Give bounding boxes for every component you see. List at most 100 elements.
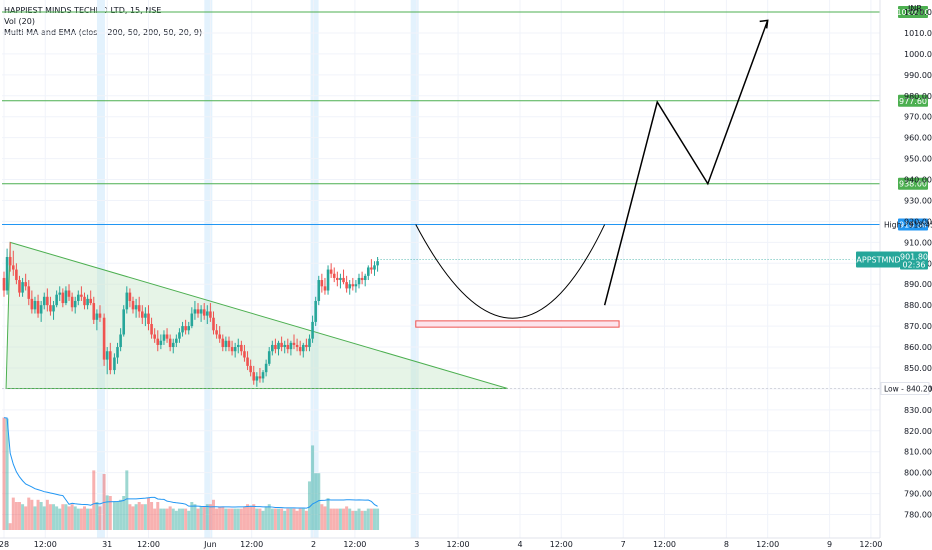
- price-tick-label: 940.00: [904, 176, 932, 185]
- volume-bar: [76, 508, 80, 530]
- candle-body: [61, 292, 65, 304]
- candle-body: [77, 294, 80, 301]
- candle-body: [258, 376, 262, 379]
- volume-bar: [345, 506, 349, 530]
- volume-bar: [181, 508, 185, 530]
- candle-body: [243, 351, 246, 358]
- candle-body: [329, 269, 333, 274]
- candle-body: [119, 334, 122, 348]
- price-tick-label: 920.00: [904, 217, 932, 226]
- volume-bar: [363, 510, 367, 530]
- volume-bar: [233, 508, 237, 530]
- candle-body: [175, 338, 178, 343]
- candle-body: [314, 300, 317, 322]
- candle-body: [2, 277, 6, 291]
- candle-body: [105, 351, 109, 360]
- candle-body: [218, 334, 221, 339]
- candle-body: [230, 347, 234, 352]
- volume-bar: [64, 504, 68, 530]
- price-tick-label: 790.00: [904, 490, 932, 499]
- candle-body: [36, 300, 40, 314]
- candle-body: [24, 282, 27, 287]
- price-tick-label: 860.00: [904, 343, 932, 352]
- candle-body: [308, 338, 311, 348]
- candle-body: [271, 344, 274, 352]
- volume-bar: [196, 508, 200, 530]
- price-tick-label: 960.00: [904, 134, 932, 143]
- legend-volume[interactable]: Vol (20): [4, 17, 35, 26]
- level-price-tag: [898, 218, 928, 231]
- volume-bar: [58, 508, 62, 530]
- candle-body: [131, 300, 135, 310]
- candle-body: [376, 261, 379, 266]
- volume-bar: [143, 504, 147, 530]
- volume-bar: [218, 506, 222, 530]
- candle-body: [86, 298, 89, 306]
- candle-body: [280, 342, 283, 348]
- candle-body: [144, 313, 147, 318]
- level-price-label: 977.60: [899, 97, 927, 106]
- volume-bar: [168, 506, 172, 530]
- volume-bar: [372, 508, 376, 530]
- volume-bar: [134, 504, 138, 530]
- level-price-tag: [898, 177, 928, 190]
- volume-bar: [174, 510, 178, 530]
- time-tick-label: 8: [724, 540, 729, 549]
- volume-bar: [8, 523, 12, 530]
- volume-bar: [42, 506, 46, 530]
- volume-bar: [39, 502, 43, 530]
- candle-body: [137, 305, 141, 312]
- candle-body: [162, 334, 166, 341]
- price-tick-label: 820.00: [904, 427, 932, 436]
- volume-bar: [92, 470, 96, 530]
- candle-body: [83, 296, 86, 306]
- volume-bar: [348, 508, 352, 530]
- candle-body: [370, 267, 373, 270]
- candle-body: [199, 309, 203, 314]
- candle-body: [122, 309, 126, 335]
- legend-symbol[interactable]: HAPPIEST MINDS TECHNO LTD, 15, NSE: [4, 6, 162, 15]
- time-tick-label: 12:00: [34, 540, 57, 549]
- volume-bar: [236, 508, 240, 530]
- volume-bar: [140, 504, 144, 530]
- price-tick-label: 1010.00: [904, 29, 932, 38]
- volume-bar: [177, 508, 181, 530]
- volume-bar: [159, 508, 163, 530]
- candle-body: [305, 344, 308, 348]
- volume-bar: [264, 506, 268, 530]
- volume-bar: [11, 497, 15, 530]
- candle-body: [171, 342, 175, 348]
- volume-bar: [211, 499, 215, 530]
- demand-zone: [415, 320, 620, 328]
- candle-body: [159, 340, 163, 345]
- candle-body: [46, 296, 49, 306]
- volume-bar: [342, 508, 346, 530]
- projection-drawing: [415, 19, 769, 319]
- candle-body: [5, 256, 9, 291]
- volume-bar: [258, 508, 262, 530]
- candle-body: [92, 303, 96, 320]
- volume-bar: [323, 506, 327, 530]
- volume-bar: [224, 508, 228, 530]
- volume-bar: [156, 502, 160, 530]
- candle-body: [178, 332, 181, 339]
- price-tick-label: 780.00: [904, 511, 932, 520]
- volume-bar: [255, 508, 259, 530]
- currency-label: INR: [908, 4, 922, 13]
- candle-body: [156, 338, 160, 345]
- volume-bar: [252, 504, 256, 530]
- candle-body: [345, 282, 348, 289]
- time-tick-label: 3: [414, 540, 419, 549]
- candle-body: [240, 344, 243, 352]
- time-tick-label: 12:00: [240, 540, 263, 549]
- candle-body: [249, 365, 252, 373]
- level-price-tag: [898, 6, 928, 18]
- volume-bar: [86, 508, 90, 530]
- volume-bar: [45, 499, 49, 530]
- candle-body: [224, 340, 228, 348]
- volume-bar: [128, 504, 132, 530]
- candle-body: [342, 277, 345, 283]
- volume-bar: [320, 504, 324, 530]
- candle-body: [21, 282, 24, 293]
